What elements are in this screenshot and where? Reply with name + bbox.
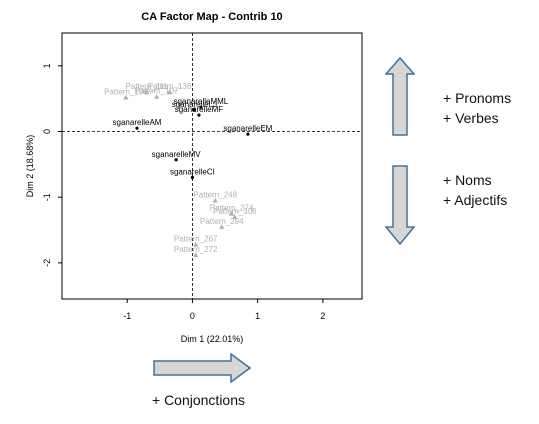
point-label: Pattern_294 xyxy=(200,217,244,226)
col-point-marker xyxy=(212,197,218,203)
point-label: Pattern_106 xyxy=(104,87,148,96)
y-tick-label: -1 xyxy=(42,193,52,201)
y-tick-label: 1 xyxy=(42,63,52,68)
annotation-down-line2: + Adjectifs xyxy=(443,192,508,208)
row-point-marker xyxy=(199,105,203,109)
col-point-marker xyxy=(193,241,199,247)
col-point-marker xyxy=(144,89,150,95)
col-point-marker xyxy=(167,89,173,95)
col-point-marker xyxy=(193,252,199,258)
y-tick-label: 0 xyxy=(42,129,52,134)
annotation-right: + Conjonctions xyxy=(152,392,246,408)
point-label: sganarelleMF xyxy=(175,105,224,114)
chart-title: CA Factor Map - Contrib 10 xyxy=(141,11,282,23)
point-label: sganarelleLJ xyxy=(172,100,217,109)
annotation-up: + Pronoms + Verbes xyxy=(443,88,511,128)
right-arrow-icon xyxy=(153,353,251,383)
row-point-marker xyxy=(197,113,201,117)
point-label: Pattern_136 xyxy=(148,82,192,91)
point-label: Pattern_267 xyxy=(174,234,218,243)
annotation-down-line1: + Noms xyxy=(443,172,492,188)
annotation-down: + Noms + Adjectifs xyxy=(443,170,507,210)
point-label: sganarelleMML xyxy=(174,97,229,106)
x-tick-label: 0 xyxy=(190,311,195,321)
point-label: sganarelleCI xyxy=(170,167,215,176)
right-arrow-shape xyxy=(153,353,251,383)
x-tick-label: 2 xyxy=(320,311,325,321)
annotation-up-line2: + Verbes xyxy=(443,110,499,126)
y-axis-label: Dim 2 (18.68%) xyxy=(25,135,35,198)
y-tick-label: -2 xyxy=(42,259,52,267)
col-point-marker xyxy=(153,94,160,99)
col-point-marker xyxy=(232,214,238,219)
x-tick-label: 1 xyxy=(255,311,260,321)
down-arrow-shape xyxy=(385,165,415,245)
point-label: sganarelleEM xyxy=(223,124,272,133)
row-point-marker xyxy=(135,126,139,130)
col-point-marker xyxy=(228,211,235,216)
point-label: Pattern_107 xyxy=(135,87,179,96)
up-arrow-icon xyxy=(385,57,415,136)
down-arrow-icon xyxy=(385,165,415,245)
plot-frame xyxy=(61,32,363,300)
axes: -1 0 1 2 -2 -1 0 1 xyxy=(42,63,325,321)
annotation-up-line1: + Pronoms xyxy=(443,90,512,106)
row-point-marker xyxy=(190,175,195,180)
row-point-marker xyxy=(192,108,196,112)
point-label: sganarelleMV xyxy=(152,150,202,159)
point-label: Pattern_248 xyxy=(193,190,237,199)
x-axis-label: Dim 1 (22.01%) xyxy=(181,334,244,344)
reference-lines xyxy=(62,33,362,299)
col-point-marker xyxy=(123,94,129,100)
point-label: Pattern_274 xyxy=(210,204,254,213)
point-label: Pattern_306 xyxy=(213,207,257,216)
up-arrow-shape xyxy=(385,57,415,136)
x-tick-label: -1 xyxy=(123,311,131,321)
col-point-marker xyxy=(219,224,225,229)
point-label: Pattern_272 xyxy=(174,245,218,254)
row-point-marker xyxy=(246,132,250,136)
point-label: sganarelleAM xyxy=(113,118,162,127)
row-point-marker xyxy=(174,158,178,162)
point-label: Pattern_111 xyxy=(126,82,169,91)
